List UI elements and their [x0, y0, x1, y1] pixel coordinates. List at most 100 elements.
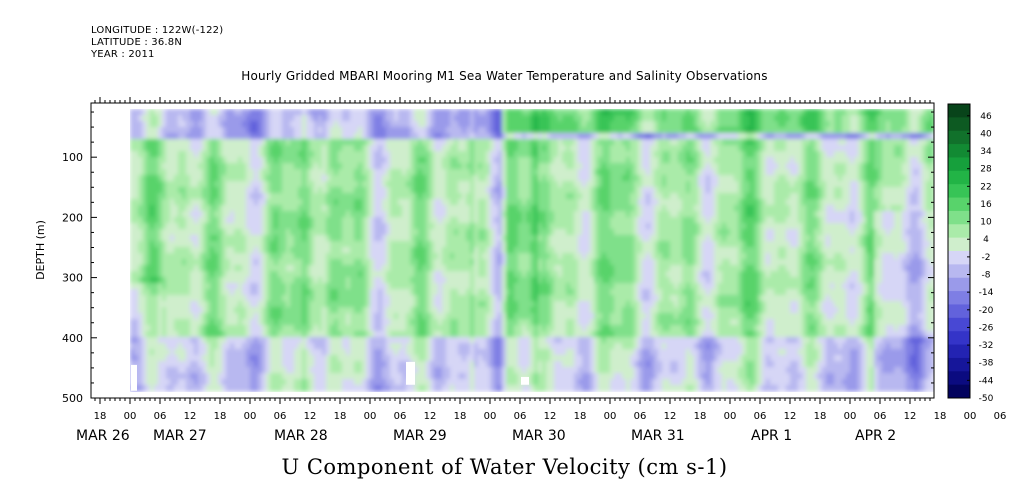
- x-hour-label: 00: [604, 411, 617, 422]
- x-hour-label: 00: [364, 411, 377, 422]
- colorbar-tick-label: -38: [979, 359, 994, 369]
- year-label: YEAR : 2011: [91, 49, 155, 60]
- y-axis-label: DEPTH (m): [34, 220, 47, 280]
- colorbar-segment: [948, 104, 970, 118]
- colorbar-segment: [948, 117, 970, 132]
- y-tick-label: 500: [62, 392, 83, 405]
- y-tick-label: 300: [62, 272, 83, 285]
- colorbar-segment: [948, 357, 970, 372]
- x-hour-label: 06: [994, 411, 1007, 422]
- x-hour-label: 12: [784, 411, 797, 422]
- x-hour-label: 18: [94, 411, 107, 422]
- x-hour-label: 00: [844, 411, 857, 422]
- colorbar-tick-label: -50: [979, 394, 994, 404]
- x-hour-label: 12: [304, 411, 317, 422]
- x-hour-label: 00: [244, 411, 257, 422]
- colorbar-segment: [948, 144, 970, 158]
- colorbar-tick-label: 40: [980, 129, 992, 139]
- x-date-label: APR 2: [855, 428, 896, 444]
- colorbar-segment: [948, 237, 970, 252]
- missing-data-block: [521, 376, 529, 385]
- colorbar-segment: [948, 184, 970, 199]
- colorbar-tick-label: -32: [979, 341, 994, 351]
- chart-x-label: U Component of Water Velocity (cm s-1): [281, 455, 728, 479]
- colorbar-tick-label: 34: [980, 147, 992, 157]
- x-hour-label: 06: [754, 411, 767, 422]
- colorbar-tick-label: -14: [979, 288, 994, 298]
- colorbar-segment: [948, 224, 970, 239]
- plot-frame: [90, 102, 935, 399]
- x-hour-label: 18: [814, 411, 827, 422]
- y-tick-label: 400: [62, 332, 83, 345]
- x-hour-label: 12: [424, 411, 437, 422]
- x-axis-tick-labels: 18 00 06 12 18 00 06 12 18 00 06 12 18 00 06 12 18 00 06 12…: [76, 411, 1007, 444]
- latitude-label: LATITUDE : 36.8N: [91, 37, 183, 48]
- colorbar-tick-label: -8: [982, 271, 991, 281]
- colorbar-tick-labels: 46 40 34 28 22 16 10 4 -2 -8 -14 -20 -26 -32 -38 -44 -50: [967, 112, 994, 404]
- x-hour-label: 12: [544, 411, 557, 422]
- x-hour-label: 12: [664, 411, 677, 422]
- colorbar-frame: [947, 103, 971, 399]
- colorbar-tick-label: -44: [979, 376, 994, 386]
- x-hour-label: 06: [154, 411, 167, 422]
- x-hour-label: 18: [934, 411, 947, 422]
- colorbar-tick-label: -2: [982, 253, 991, 263]
- colorbar-segment: [948, 251, 970, 265]
- x-date-label: MAR 27: [153, 428, 207, 444]
- colorbar-tick-label: 22: [980, 182, 991, 192]
- colorbar-tick-label: 10: [980, 218, 992, 228]
- x-hour-label: 06: [514, 411, 527, 422]
- colorbar-segment: [948, 170, 970, 185]
- x-hour-label: 18: [454, 411, 467, 422]
- x-hour-label: 06: [874, 411, 887, 422]
- longitude-label: LONGITUDE : 122W(-122): [91, 25, 224, 36]
- x-hour-label: 18: [334, 411, 347, 422]
- x-date-label: MAR 28: [274, 428, 328, 444]
- missing-data-block: [406, 361, 415, 385]
- x-hour-label: 12: [904, 411, 917, 422]
- colorbar-tick-label: 28: [980, 165, 992, 175]
- axis-ticks: [91, 97, 934, 404]
- colorbar-tick-label: 46: [980, 112, 992, 122]
- x-date-label: MAR 29: [393, 428, 447, 444]
- x-hour-label: 00: [964, 411, 977, 422]
- colorbar-segment: [948, 331, 970, 346]
- x-hour-label: 06: [634, 411, 647, 422]
- chart-title: Hourly Gridded MBARI Mooring M1 Sea Wate…: [241, 69, 768, 83]
- colorbar-segment: [948, 344, 970, 359]
- x-hour-label: 06: [274, 411, 287, 422]
- x-hour-label: 06: [394, 411, 407, 422]
- x-hour-label: 12: [184, 411, 197, 422]
- missing-data-block: [131, 364, 137, 391]
- y-tick-label: 100: [62, 151, 83, 164]
- x-hour-label: 18: [214, 411, 227, 422]
- x-date-label: MAR 26: [76, 428, 130, 444]
- y-axis-tick-labels: 100 200 300 400 500: [62, 151, 83, 405]
- colorbar-segment: [948, 130, 970, 145]
- colorbar-tick-label: -20: [979, 306, 994, 316]
- colorbar-segment: [948, 304, 970, 319]
- colorbar-segment: [948, 197, 970, 212]
- colorbar-tick-label: -26: [979, 323, 994, 333]
- colorbar-segment: [948, 384, 970, 399]
- x-hour-label: 18: [574, 411, 587, 422]
- colorbar-segment: [948, 277, 970, 292]
- heatmap-field: [130, 109, 934, 392]
- colorbar-tick-label: 16: [980, 200, 992, 210]
- x-hour-label: 18: [694, 411, 707, 422]
- colorbar-tick-label: 4: [983, 235, 989, 245]
- x-hour-label: 00: [724, 411, 737, 422]
- y-tick-label: 200: [62, 211, 83, 224]
- colorbar-segment: [948, 157, 970, 172]
- colorbar-segment: [948, 210, 970, 225]
- x-date-label: MAR 30: [512, 428, 566, 444]
- x-hour-label: 00: [124, 411, 137, 422]
- colorbar-segment: [948, 317, 970, 332]
- colorbar-segment: [948, 264, 970, 279]
- x-date-label: MAR 31: [631, 428, 685, 444]
- x-hour-label: 00: [484, 411, 497, 422]
- colorbar-segment: [948, 371, 970, 386]
- colorbar: [947, 103, 971, 399]
- colorbar-segment: [948, 291, 970, 305]
